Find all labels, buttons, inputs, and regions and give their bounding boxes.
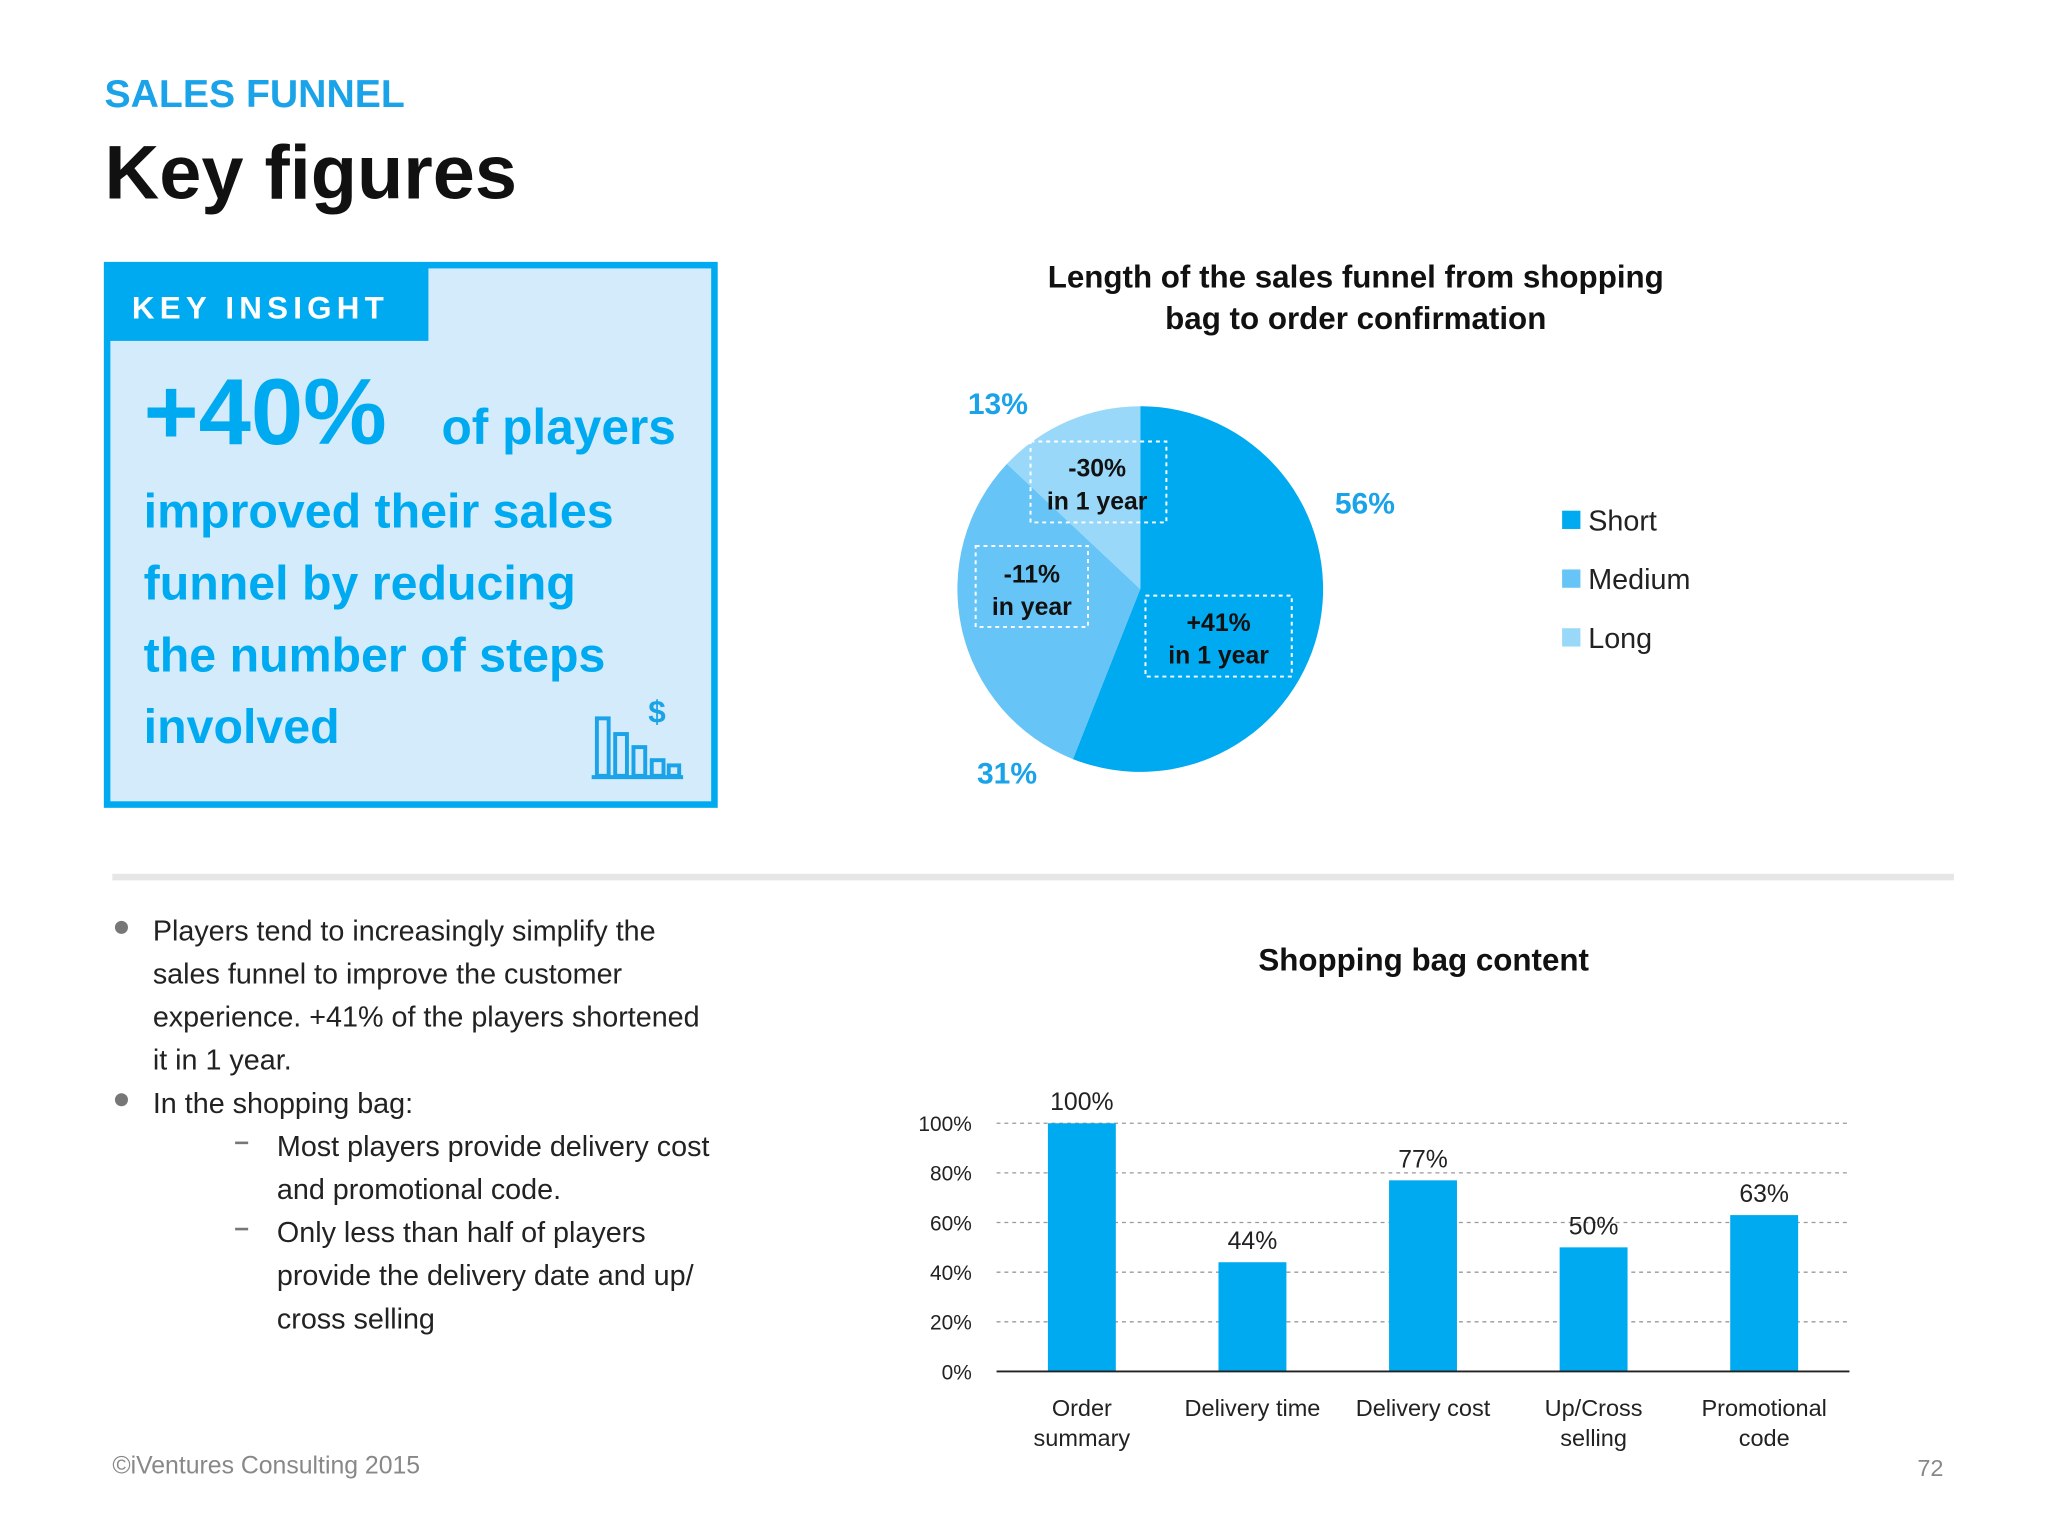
pie-slice: [957, 463, 1141, 760]
sub-line: Only less than half of players: [277, 1217, 646, 1249]
bar-value-label: 63%: [1739, 1181, 1789, 1208]
bullet-dot: [114, 920, 128, 934]
y-tick-label: 40%: [930, 1262, 972, 1285]
bullet-dot: [114, 1093, 128, 1107]
annotation: -11% in year: [992, 562, 1072, 622]
insight-tag: KEY INSIGHT: [132, 291, 389, 326]
bullet-line: experience. +41% of the players shortene…: [153, 1002, 700, 1034]
pie-value-label: 56%: [1335, 487, 1395, 520]
insight-box: [103, 261, 718, 808]
sub-line: Most players provide delivery cost: [277, 1131, 710, 1163]
bar: [1730, 1215, 1799, 1372]
copyright: ©iVentures Consulting 2015: [112, 1452, 420, 1479]
bar: [1389, 1180, 1457, 1372]
legend-label: Short: [1588, 505, 1657, 537]
insight-line: involved: [144, 700, 340, 754]
sub-line: and promotional code.: [277, 1174, 561, 1206]
bar-value-label: 77%: [1398, 1146, 1448, 1173]
bullet-line: it in 1 year.: [153, 1045, 292, 1077]
annotation: +41% in 1 year: [1168, 610, 1269, 670]
kicker: SALES FUNNEL: [104, 73, 404, 116]
legend-label: Long: [1588, 623, 1652, 655]
legend-label: Medium: [1588, 564, 1690, 596]
legend-swatch: [1562, 569, 1581, 588]
chart-title: Length of the sales funnel from shopping: [1048, 259, 1664, 294]
annotation-box: [974, 544, 1089, 628]
bar: [1218, 1262, 1287, 1372]
chart-title: bag to order confirmation: [1165, 301, 1546, 336]
bullet-line: In the shopping bag:: [153, 1088, 413, 1120]
pie-slice: [1006, 406, 1141, 590]
pie-slice: [1072, 406, 1324, 772]
legend-swatch: [1562, 628, 1581, 647]
insight-lines: improved their sales funnel by reducing th…: [144, 485, 614, 755]
y-tick-label: 100%: [918, 1113, 971, 1136]
insight-tag-bg: [107, 265, 429, 341]
divider: [112, 873, 1954, 881]
bullet-line: sales funnel to improve the customer: [153, 959, 623, 991]
legend-swatch: [1562, 510, 1581, 529]
dollar-icon: $: [648, 694, 665, 729]
title: Key figures: [104, 131, 517, 216]
annotation: -30% in 1 year: [1047, 456, 1148, 516]
bullets: Players tend to increasingly simplify th…: [114, 915, 710, 1335]
x-tick-label: Promotional code: [1701, 1395, 1826, 1451]
page-number: 72: [1917, 1455, 1943, 1481]
x-tick-label: Delivery cost: [1356, 1395, 1491, 1421]
insight-line: the number of steps: [144, 628, 606, 682]
x-tick-label: Delivery time: [1185, 1395, 1321, 1421]
insight-line: improved their sales: [144, 485, 614, 539]
insight-figure: +40%: [144, 359, 387, 464]
pie-value-label: 31%: [977, 758, 1037, 791]
bar: [1559, 1247, 1628, 1372]
chart-title: Shopping bag content: [1258, 942, 1589, 977]
bar: [1047, 1123, 1116, 1372]
chart-icon: [591, 716, 684, 780]
y-tick-label: 80%: [930, 1163, 972, 1186]
sub-line: cross selling: [277, 1303, 435, 1335]
x-tick-label: Order summary: [1034, 1395, 1131, 1451]
annotation-box: [1029, 440, 1168, 524]
y-tick-label: 20%: [930, 1312, 972, 1335]
bullet-line: Players tend to increasingly simplify th…: [153, 915, 656, 947]
bar-value-label: 50%: [1569, 1213, 1619, 1240]
x-tick-label: Up/Cross selling: [1545, 1395, 1643, 1451]
bar-value-label: 44%: [1228, 1228, 1278, 1255]
insight-line: funnel by reducing: [144, 557, 576, 611]
bar-value-label: 100%: [1050, 1089, 1113, 1116]
sub-line: provide the delivery date and up/: [277, 1260, 694, 1292]
insight-figure-rest: of players: [441, 399, 675, 455]
pie-value-label: 13%: [968, 388, 1028, 421]
annotation-box: [1144, 594, 1293, 678]
y-tick-label: 60%: [930, 1212, 972, 1235]
y-tick-label: 0%: [942, 1361, 972, 1384]
